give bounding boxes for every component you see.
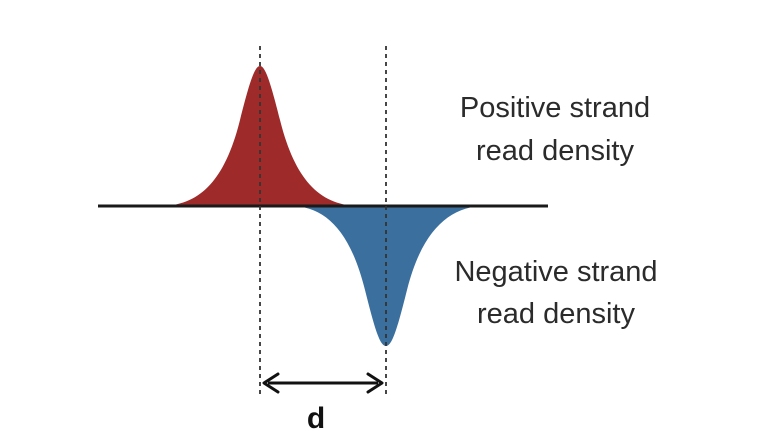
negative-label-line2: read density (477, 298, 635, 330)
distance-arrow-left-head (262, 372, 280, 394)
negative-label-line1: Negative strand (454, 256, 657, 288)
distance-arrow-right-head (366, 372, 384, 394)
negative-strand-density-curve (290, 206, 485, 346)
positive-label-line1: Positive strand (460, 92, 650, 124)
distance-label: d (307, 402, 325, 435)
positive-label-line2: read density (476, 135, 634, 167)
